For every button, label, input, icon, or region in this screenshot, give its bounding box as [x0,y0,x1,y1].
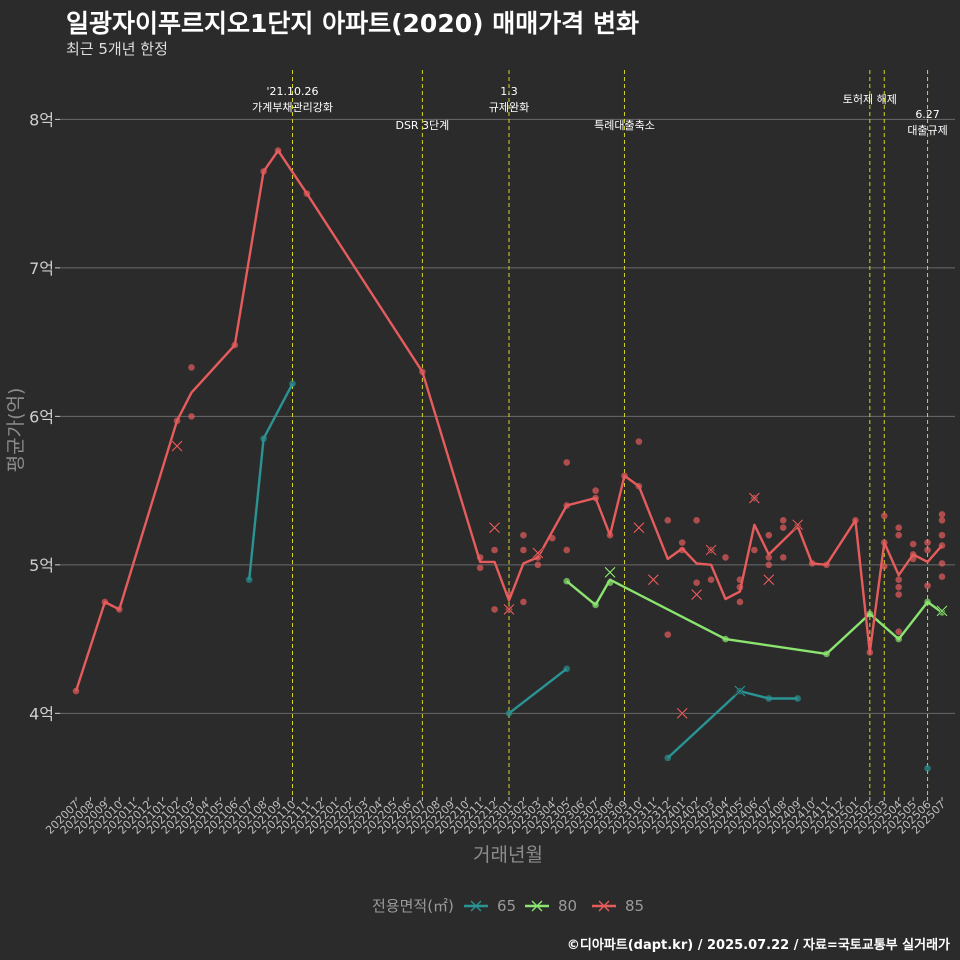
cross-marker [503,603,515,615]
series-layer [72,147,948,772]
data-point [751,546,758,554]
data-point [476,564,484,572]
data-point [765,554,773,561]
data-point [938,560,946,567]
event-label: 가계부채관리강화 [252,101,333,114]
y-tick-label: 7억 [29,259,54,278]
data-point [707,576,715,583]
data-point [520,598,527,606]
data-point [693,579,700,586]
data-point [592,487,599,494]
data-point [924,764,931,772]
legend-key-cross [598,900,610,912]
series-line-65 [666,689,798,759]
series-line-85 [74,149,943,692]
cross-marker [633,522,645,534]
cross-marker [604,566,616,578]
event-label: 특례대출축소 [594,119,655,132]
x-axis: 2020072020082020092020102020112020122021… [43,797,948,837]
data-point [693,517,700,524]
event-label: 1.3 [500,85,518,98]
data-point [880,563,888,570]
cross-marker [792,519,804,531]
y-tick-label: 4억 [29,704,54,723]
cross-marker [734,685,746,697]
data-point [534,561,542,569]
cross-marker [676,707,688,719]
data-point [938,573,946,581]
chart-subtitle: 최근 5개년 한정 [66,40,168,58]
x-axis-title: 거래년월 [473,844,543,866]
data-point [880,512,888,520]
data-point [765,531,773,539]
legend-key-cross [531,900,543,912]
data-point [722,554,729,561]
y-tick-label: 5억 [29,556,54,575]
legend-key-cross [470,900,482,912]
cross-marker [748,492,760,504]
data-point [895,591,902,598]
data-point [678,539,686,546]
data-point [563,546,571,554]
y-tick-label: 6억 [29,407,54,426]
cross-marker [647,574,659,586]
series-line-80 [565,578,943,656]
chart-title: 일광자이푸르지오1단지 아파트(2020) 매매가격 변화 [66,9,639,38]
data-point [895,628,902,635]
cross-marker [171,440,183,452]
cross-marker [489,522,500,534]
data-point [491,606,498,613]
event-label: '21.10.26 [266,85,318,98]
data-point [779,517,787,524]
data-point [520,546,527,554]
data-point [635,438,643,445]
legend-label: 85 [625,897,644,915]
cross-marker [532,547,544,559]
data-point [895,576,902,583]
event-label: 규제완화 [489,101,529,114]
data-point [736,598,744,606]
event-label: 6.27 [915,108,940,121]
data-point [924,539,931,546]
data-point [895,524,902,532]
cross-marker [705,544,717,556]
data-point [188,413,195,420]
legend-label: 80 [558,897,577,915]
cross-marker [691,589,703,600]
legend-title: 전용면적(㎡) [372,897,454,915]
legend: 전용면적(㎡) 65 80 85 [372,897,644,915]
source-caption: ©디아파트(dapt.kr) / 2025.07.22 / 자료=국토교통부 실… [566,938,950,953]
data-point [895,583,902,591]
data-point [779,554,787,561]
data-point [188,364,195,371]
data-point [909,540,917,548]
data-point [895,531,902,539]
data-point [938,517,946,524]
y-axis: 4억 5억 6억 7억 8억 [29,110,60,723]
event-label: 대출규제 [907,124,947,137]
data-point [491,546,498,554]
event-label: 토허제 해제 [843,92,897,106]
data-point [664,517,672,524]
data-point [924,582,931,589]
y-axis-title: 평균가(억) [5,388,27,473]
cross-marker [763,574,775,586]
series-line-65 [248,383,294,580]
data-point [924,546,931,554]
data-point [779,524,787,532]
data-point [664,631,672,638]
data-point [520,531,527,539]
data-point [938,511,946,518]
data-point [765,561,773,569]
data-point [938,531,946,539]
event-label: DSR 3단계 [395,119,449,132]
cross-marker [936,605,948,617]
y-tick-label: 8억 [29,110,54,129]
data-point [563,459,571,466]
legend-label: 65 [497,897,516,915]
series-line-65 [508,667,568,715]
